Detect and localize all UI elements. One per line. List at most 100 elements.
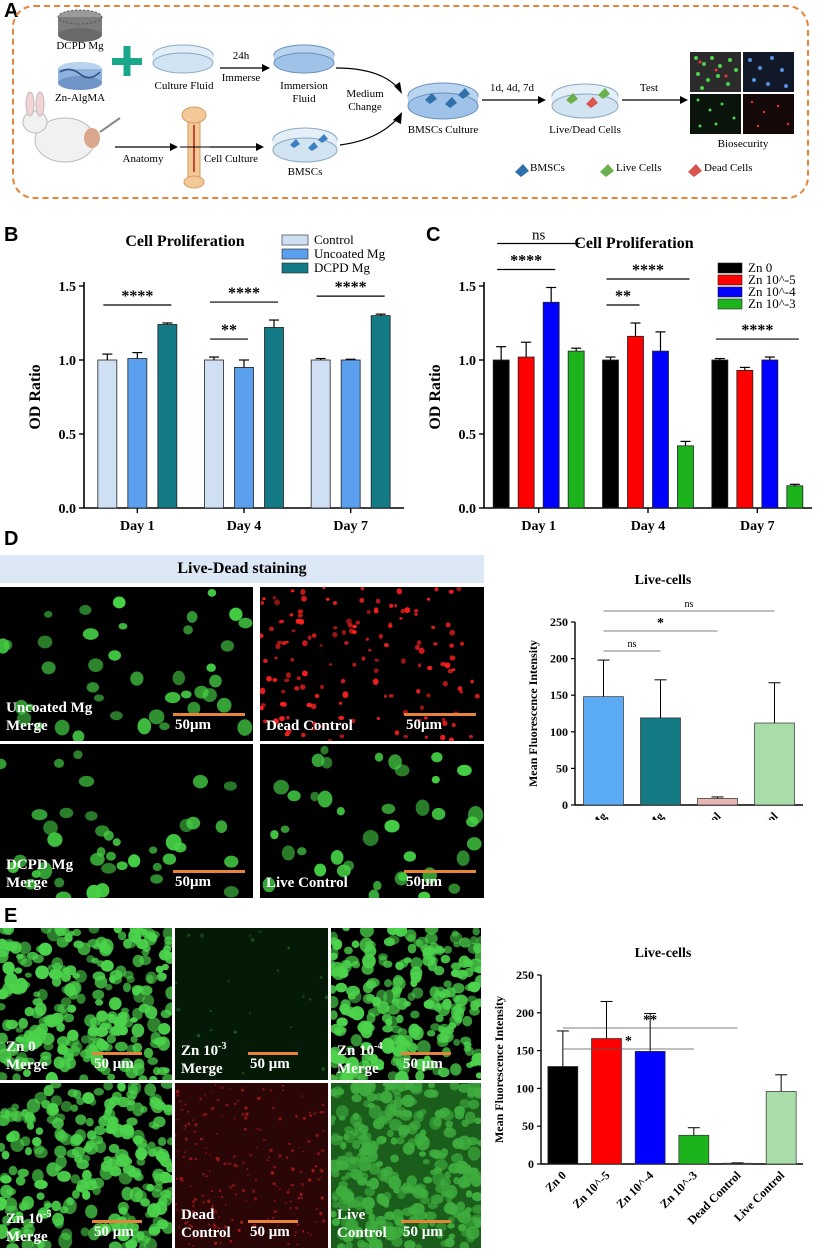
cell bbox=[46, 1162, 60, 1177]
cell bbox=[374, 752, 384, 762]
cell bbox=[157, 1137, 167, 1146]
cell bbox=[375, 1239, 383, 1247]
cell bbox=[43, 820, 58, 835]
cell bbox=[302, 1117, 307, 1120]
cell bbox=[190, 1225, 194, 1229]
cell bbox=[351, 1094, 362, 1103]
cell bbox=[403, 734, 409, 739]
cell bbox=[229, 1239, 233, 1243]
cell bbox=[414, 609, 419, 613]
cell bbox=[445, 662, 451, 668]
cell bbox=[459, 937, 471, 948]
cell bbox=[73, 940, 84, 949]
cell bbox=[202, 688, 217, 703]
micrograph-label-sub: Control bbox=[181, 1225, 231, 1241]
cell bbox=[344, 641, 349, 645]
x-tick-label: Zn 10^-4 bbox=[613, 1168, 656, 1211]
bar bbox=[234, 366, 254, 509]
bar bbox=[492, 359, 510, 509]
cell bbox=[57, 1045, 70, 1056]
cell bbox=[342, 691, 349, 699]
micrograph: Zn 10-3 Merge 50 μm bbox=[175, 928, 328, 1080]
cell bbox=[94, 999, 104, 1006]
cell bbox=[223, 1162, 227, 1166]
cell bbox=[284, 1202, 287, 1204]
legend-label: Uncoated Mg bbox=[314, 246, 386, 261]
cell bbox=[410, 957, 423, 970]
cell bbox=[322, 1103, 325, 1107]
cell bbox=[444, 1184, 458, 1199]
legend-live-icon bbox=[600, 164, 614, 177]
cell bbox=[112, 596, 126, 609]
cell bbox=[426, 693, 431, 698]
cell bbox=[373, 668, 379, 674]
cell bbox=[299, 1170, 303, 1173]
cell bbox=[470, 981, 481, 992]
cell bbox=[320, 745, 329, 755]
cell bbox=[146, 974, 154, 984]
cell bbox=[434, 1159, 448, 1171]
cell bbox=[415, 1070, 425, 1080]
cell bbox=[287, 946, 290, 950]
micrograph: Uncoated Mg Merge 50μm bbox=[0, 587, 253, 741]
cell bbox=[319, 1211, 323, 1216]
bmscs-dish-icon bbox=[272, 127, 338, 163]
cell bbox=[400, 1097, 409, 1104]
cell bbox=[0, 1032, 8, 1044]
cell bbox=[288, 1142, 291, 1145]
cell bbox=[432, 1171, 445, 1186]
cell bbox=[473, 943, 481, 954]
x-tick-label: Zn 10^-5 bbox=[570, 1168, 613, 1211]
legend-swatch bbox=[281, 248, 309, 260]
micrograph-label-sub: Merge bbox=[6, 1229, 48, 1245]
legend-label: Zn 0 bbox=[748, 260, 772, 275]
cell bbox=[271, 1103, 274, 1105]
cell bbox=[310, 703, 317, 710]
cell bbox=[379, 1195, 390, 1207]
cell bbox=[364, 1023, 375, 1032]
bar bbox=[591, 1038, 622, 1165]
cell bbox=[474, 998, 481, 1008]
label-medium-change-1: Medium bbox=[346, 88, 384, 100]
cell bbox=[344, 1151, 353, 1160]
cell bbox=[330, 849, 344, 865]
cell bbox=[286, 715, 290, 720]
cell bbox=[408, 1023, 421, 1038]
cell bbox=[272, 718, 279, 725]
cell bbox=[362, 1083, 374, 1090]
cell bbox=[238, 617, 253, 629]
cell bbox=[325, 598, 330, 602]
cell bbox=[101, 863, 117, 874]
cell bbox=[190, 1185, 192, 1188]
cell bbox=[413, 1058, 427, 1070]
cell bbox=[186, 1221, 189, 1224]
cell bbox=[18, 941, 32, 955]
cell bbox=[317, 790, 333, 808]
cell bbox=[262, 1088, 266, 1091]
cell bbox=[415, 799, 430, 816]
cell bbox=[191, 1210, 195, 1213]
cell bbox=[176, 1118, 179, 1121]
cell bbox=[384, 1211, 396, 1221]
bar bbox=[583, 696, 624, 806]
cell bbox=[382, 1038, 394, 1051]
cell bbox=[147, 1141, 156, 1151]
cell bbox=[471, 1192, 481, 1201]
cell bbox=[64, 933, 73, 943]
y-tick-label: 100 bbox=[516, 1081, 534, 1095]
cell bbox=[435, 1014, 444, 1023]
scale-bar bbox=[92, 1220, 142, 1223]
cell bbox=[273, 1200, 276, 1203]
cell bbox=[85, 1117, 94, 1127]
bar bbox=[754, 722, 795, 806]
cell bbox=[0, 1142, 6, 1152]
cell bbox=[122, 1154, 130, 1161]
cell bbox=[95, 1225, 106, 1237]
cell bbox=[21, 1043, 30, 1053]
cell bbox=[132, 934, 142, 945]
cell bbox=[442, 998, 452, 1010]
cell bbox=[322, 1110, 326, 1114]
cell bbox=[301, 670, 308, 677]
cell bbox=[223, 781, 237, 791]
bar bbox=[370, 315, 391, 509]
